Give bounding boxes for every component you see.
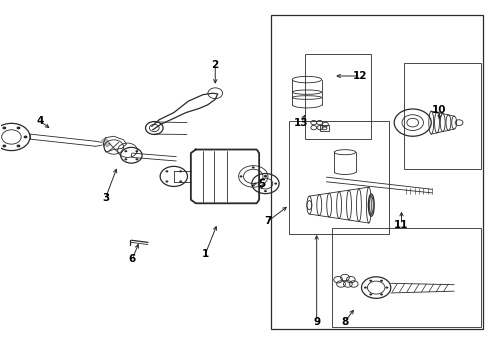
- Bar: [320, 126, 328, 131]
- Circle shape: [165, 170, 168, 172]
- Circle shape: [379, 280, 382, 282]
- Bar: [305, 54, 370, 139]
- Text: 4: 4: [36, 116, 43, 126]
- Circle shape: [253, 183, 256, 185]
- Text: 7: 7: [264, 216, 271, 226]
- Text: 2: 2: [211, 60, 219, 70]
- Circle shape: [264, 175, 266, 177]
- Circle shape: [363, 287, 366, 289]
- Circle shape: [2, 144, 6, 147]
- Text: 5: 5: [257, 179, 264, 189]
- Text: 1: 1: [202, 248, 209, 258]
- Circle shape: [251, 184, 254, 186]
- Circle shape: [135, 158, 138, 161]
- Circle shape: [17, 126, 20, 129]
- Bar: [289, 121, 388, 234]
- Circle shape: [368, 280, 371, 282]
- Bar: [404, 63, 481, 169]
- Circle shape: [2, 126, 6, 129]
- Circle shape: [379, 293, 382, 296]
- Circle shape: [368, 293, 371, 296]
- Circle shape: [274, 183, 277, 185]
- Circle shape: [135, 150, 138, 152]
- Text: 9: 9: [312, 317, 320, 327]
- Text: 12: 12: [352, 71, 367, 81]
- Circle shape: [17, 144, 20, 147]
- Text: 13: 13: [293, 118, 307, 128]
- Circle shape: [264, 190, 266, 192]
- Circle shape: [251, 166, 254, 168]
- Circle shape: [165, 180, 168, 183]
- Circle shape: [124, 158, 127, 161]
- Circle shape: [124, 150, 127, 152]
- Circle shape: [23, 135, 27, 138]
- Text: 11: 11: [393, 220, 408, 230]
- Text: 8: 8: [341, 317, 348, 327]
- Circle shape: [179, 170, 182, 172]
- Text: 3: 3: [102, 193, 109, 203]
- Polygon shape: [102, 138, 110, 147]
- Text: 10: 10: [431, 105, 446, 115]
- Bar: [331, 228, 480, 327]
- Text: 6: 6: [128, 254, 136, 264]
- Circle shape: [385, 287, 387, 289]
- Circle shape: [179, 180, 182, 183]
- Circle shape: [239, 175, 242, 177]
- Circle shape: [264, 175, 266, 177]
- Bar: [271, 15, 483, 329]
